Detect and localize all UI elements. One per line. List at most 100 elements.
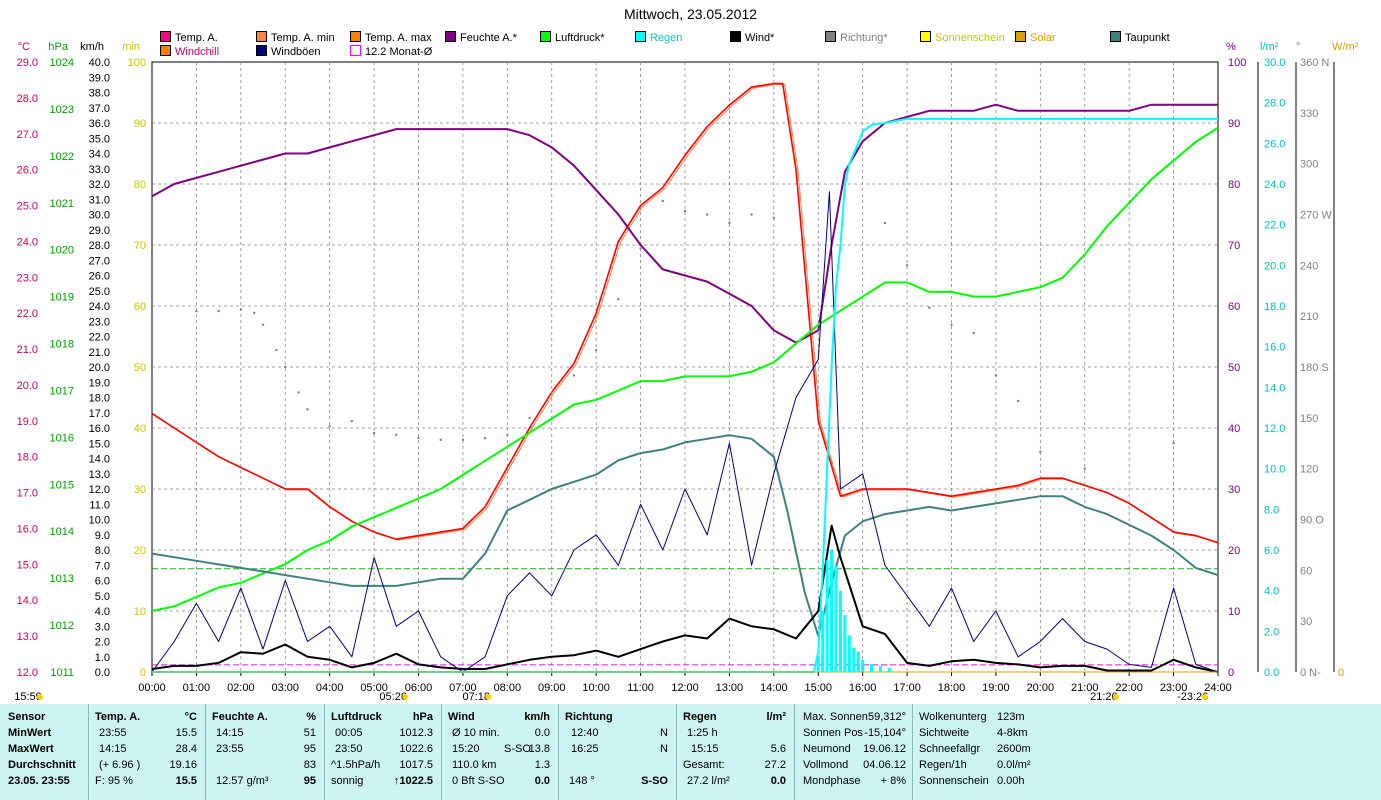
legend-temp: Temp. A. [160,31,218,44]
axis-pressure-tick: 1011 [50,667,74,679]
x-tick-label: 04:00 [316,682,344,694]
rain-rate-bar [843,615,847,672]
axis-rain-tick: 0.0 [1264,667,1279,679]
axis-pressure-tick: 1014 [50,526,74,538]
legend-direction-label: Richtung* [840,32,888,44]
legend-solar: Solar [1015,31,1056,44]
direction-point [395,433,398,436]
axis-wind-tick: 13.0 [89,469,110,481]
legend-windchill: Windchill [160,45,219,58]
axis-sunshine-tick: 100 [128,57,146,69]
legend-temp-min-swatch [256,31,267,42]
legend-gusts-label: Windböen [271,46,321,58]
summary-wind-avg-value: 1.3 [534,759,550,771]
series-windb-en-line [151,191,1219,673]
axis-temp-tick: 12.0 [17,667,38,679]
axis-temp-tick: 23.0 [17,272,38,284]
direction-point [372,431,376,435]
legend-dewpoint-swatch [1110,31,1121,42]
axis-humidity-tick: 90 [1228,118,1240,130]
direction-point [217,309,220,313]
axis-direction-tick: 180 S [1300,362,1329,374]
summary-col-pressure: Luftdruck hPa 00:05 1012.3 23:50 1022.6 ^1.… [325,704,442,800]
x-tick-label: 02:00 [227,682,255,694]
summary-dir-current-value: S-SO [641,775,668,787]
x-tick-label: 19:00 [982,682,1010,694]
axis-temp-tick: 19.0 [17,416,38,428]
axis-direction-tick: 330 [1300,108,1318,120]
axis-rain-tick: 30.0 [1264,57,1285,69]
summary-date: 23.05. 23:55 [8,775,70,787]
axis-wind-tick: 21.0 [89,347,110,359]
axis-wind-tick: 23.0 [89,316,110,328]
axis-rain-tick: 14.0 [1264,382,1285,394]
axis-sunshine-tick: 50 [134,362,146,374]
summary-astro-maxsun-label: Max. Sonnen [803,711,868,723]
legend-temp-label: Temp. A. [175,32,218,44]
summary-astro-phase-label: Mondphase [803,775,861,787]
summary-temp-max-time: 14:15 [99,743,127,755]
summary-temp-current-value: 15.5 [175,775,197,787]
axis-sunshine-tick: 10 [134,606,146,618]
rain-rate-bar [856,651,860,672]
summary-astro-newmoon-value: 19.06.12 [863,743,906,755]
x-tick-label: 23:00 [1160,682,1188,694]
axis-pressure-tick: 1020 [50,245,74,257]
axis-temp-tick: 25.0 [17,201,38,213]
axis-direction-tick: 240 [1300,260,1318,272]
legend-wind-swatch [730,31,741,42]
axis-wind-tick: 17.0 [89,408,110,420]
axis-wind-tick: 40.0 [89,57,110,69]
legend-humidity-swatch [445,31,456,42]
axis-rain-tick: 12.0 [1264,423,1285,435]
summary-press-header: Luftdruck [331,711,382,723]
summary-astro-maxsun-value: 59,312° [867,711,906,723]
summary-cloudbase-label: Wolkenunterg [919,711,987,723]
axis-wind-tick: 10.0 [89,515,110,527]
axis-temp-label: °C [18,41,30,53]
axis-pressure-tick: 1013 [50,573,74,585]
axis-humidity-tick: 60 [1228,301,1240,313]
direction-point [683,209,687,213]
axis-wind-tick: 7.0 [95,560,110,572]
axis-wind-tick: 8.0 [95,545,110,557]
summary-wind-bft: 0 Bft S-SO [452,775,505,787]
legend-direction-swatch [825,31,836,42]
summary-astro-fullmoon-label: Vollmond [803,759,849,771]
legend-rain-swatch [635,31,646,42]
summary-max-label: MaxWert [8,743,54,755]
axis-direction-tick: 360 N [1300,57,1329,69]
rain-rate-bar [834,566,838,672]
axis-pressure-tick: 1024 [50,57,74,69]
axis-temp-tick: 22.0 [17,308,38,320]
axis-pressure-tick: 1016 [50,432,74,444]
axis-solar-label: W/m² [1332,41,1359,53]
legend-gusts-swatch [256,45,267,56]
legend-windchill-swatch [160,45,171,56]
axis-rain-tick: 18.0 [1264,301,1285,313]
legend-temp-max: Temp. A. max [350,31,432,44]
x-tick-label: 18:00 [938,682,966,694]
summary-astro-fullmoon-value: 04.06.12 [863,759,906,771]
axis-wind-tick: 36.0 [89,118,110,130]
summary-rain-header: Regen [683,711,717,723]
summary-visibility-value: 4-8km [997,727,1028,739]
x-tick-label: 08:00 [494,682,522,694]
axis-humidity-tick: 80 [1228,179,1240,191]
axis-wind-tick: 25.0 [89,286,110,298]
x-tick-label: 03:00 [271,682,299,694]
time-marker: 21:26 [1090,691,1118,703]
summary-col-rain: Regen l/m² 1:25 h 15:15 5.6 Gesamt: 27.2 27… [677,704,795,800]
axis-rain-tick: 22.0 [1264,220,1285,232]
direction-point [728,221,731,225]
axis-wind-tick: 1.0 [95,652,110,664]
summary-press-min-time: 00:05 [335,727,363,739]
summary-rain-current-value: 0.0 [770,775,786,787]
rain-rate-bar [821,611,825,672]
x-tick-label: 13:00 [716,682,744,694]
legend-temp-max-label: Temp. A. max [365,32,432,44]
summary-col-wind: Wind km/h Ø 10 min. 0.0 15:20 S-SO 13.8 110.… [442,704,559,800]
x-tick-label: 05:00 [360,682,388,694]
summary-temp-avg-delta: (+ 6.96 ) [99,759,141,771]
axis-rain-tick: 16.0 [1264,342,1285,354]
